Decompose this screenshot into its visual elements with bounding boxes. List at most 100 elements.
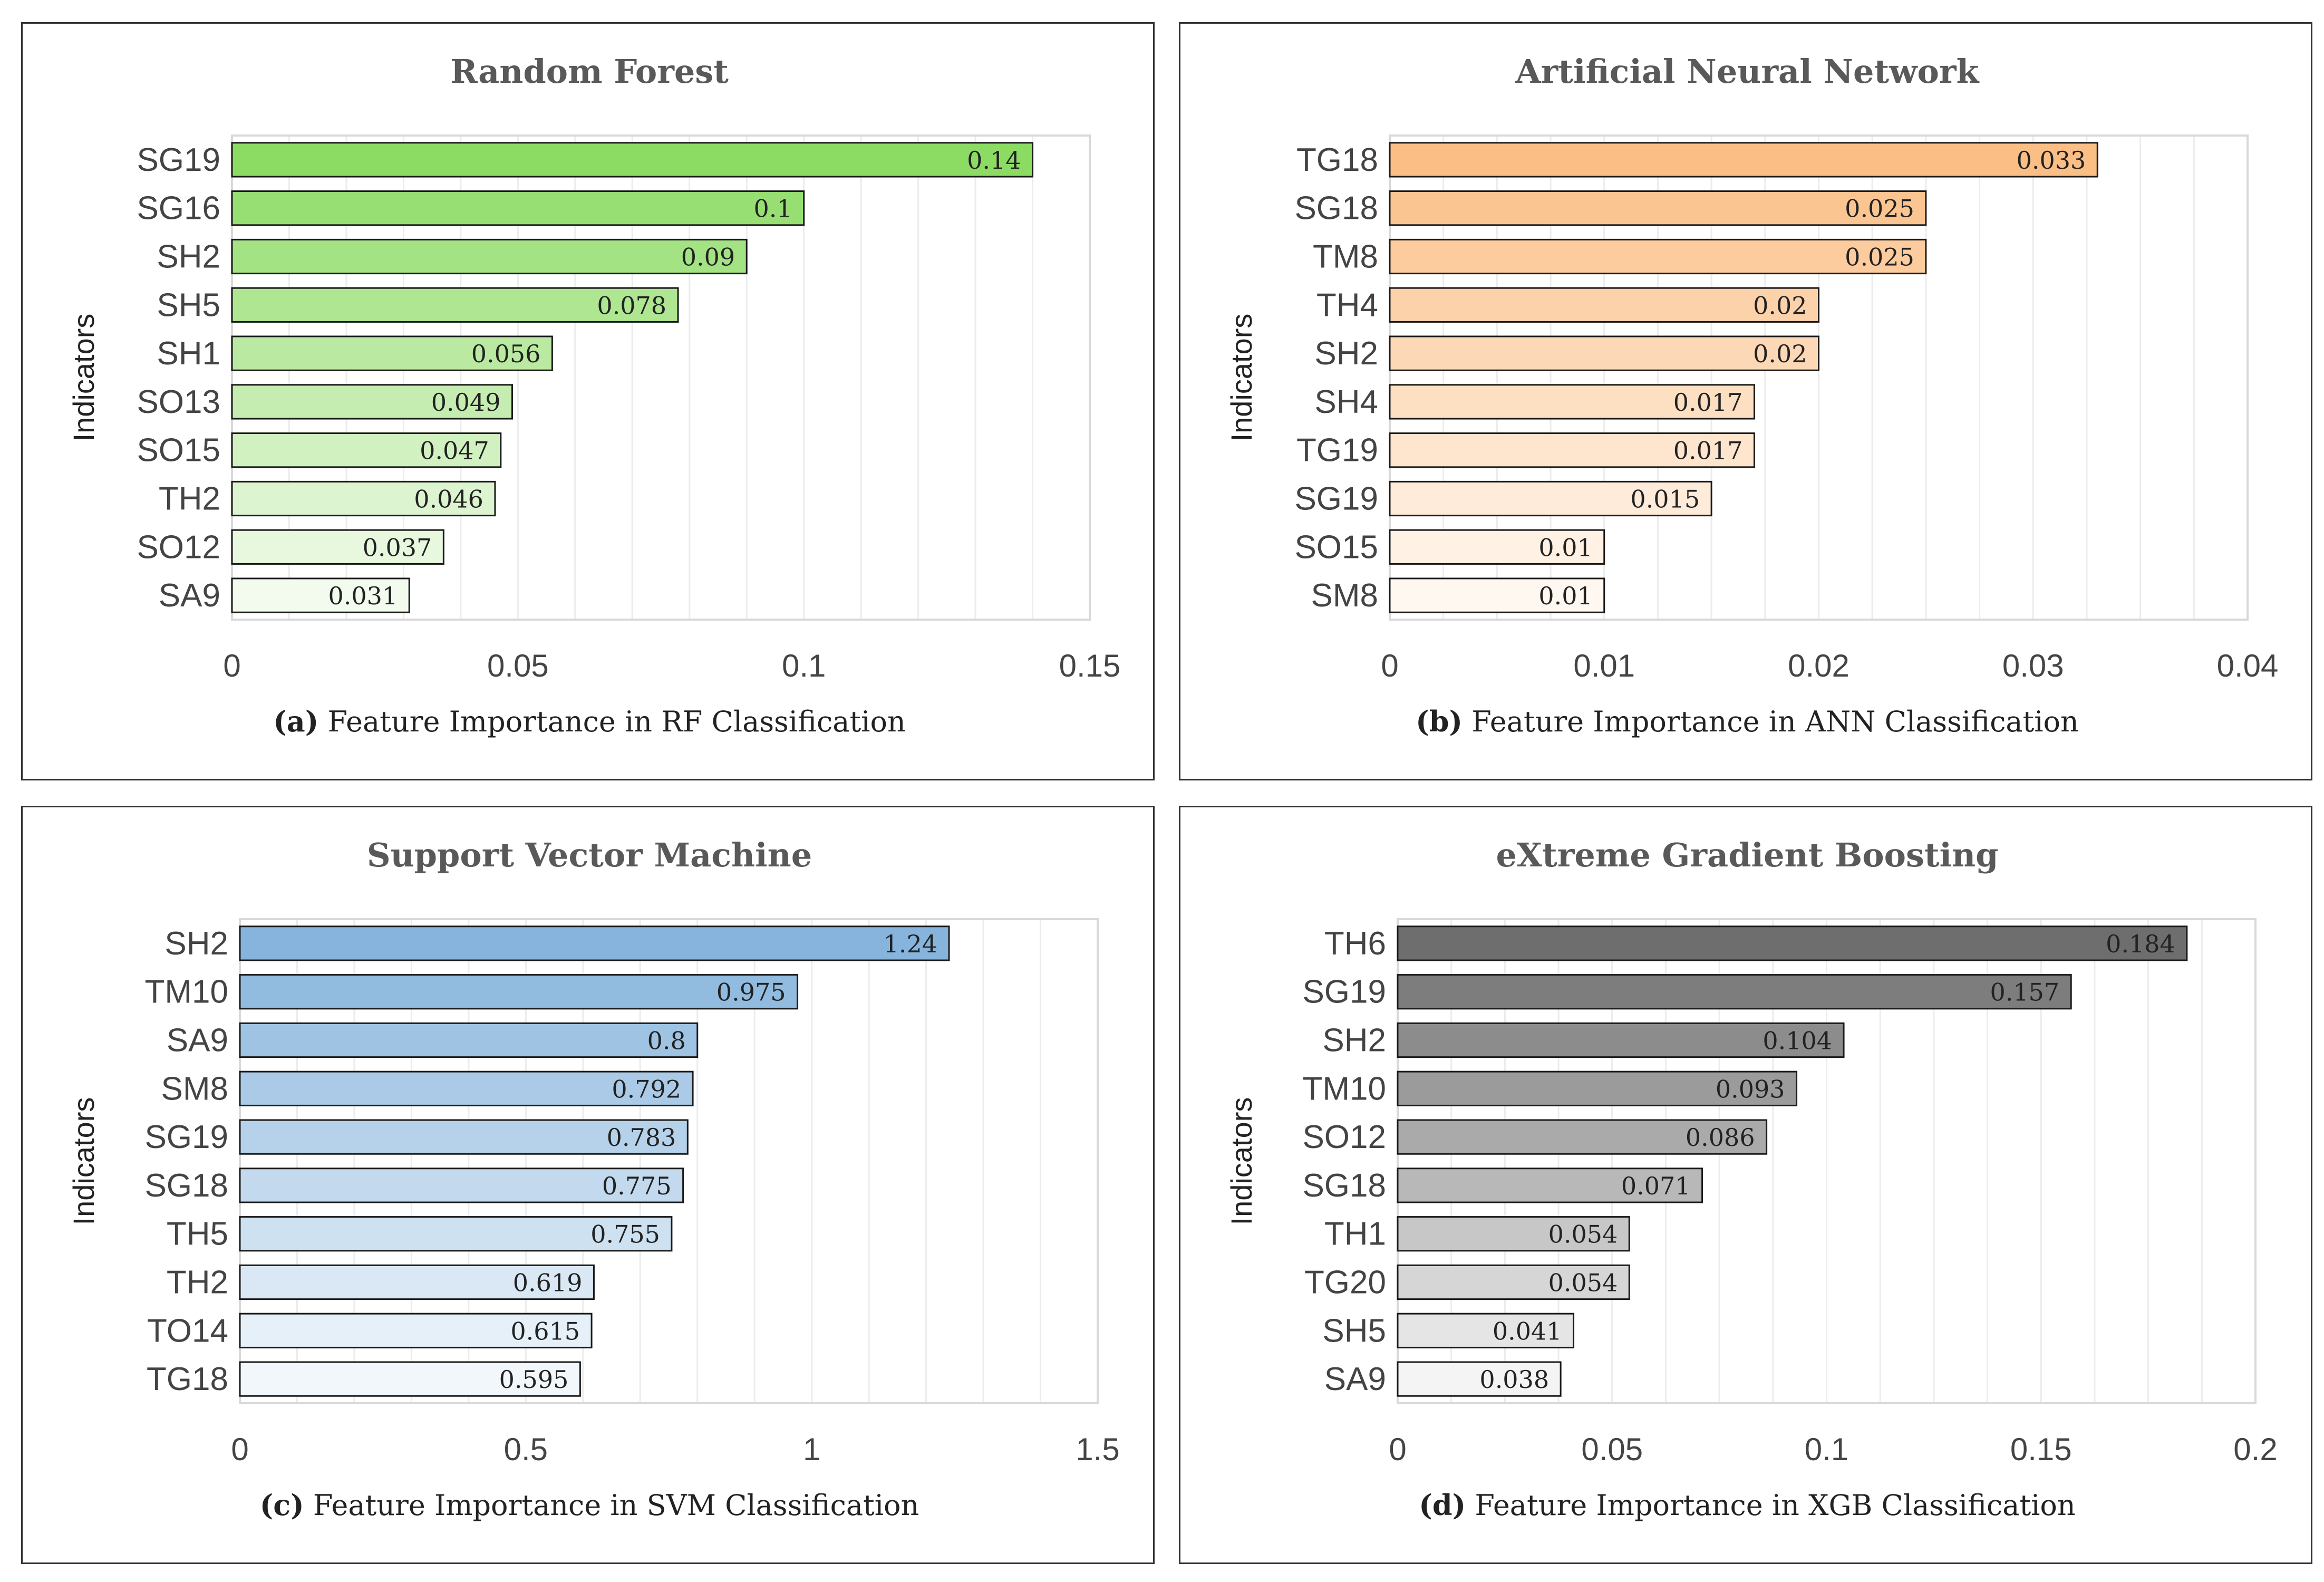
tick-label: 0.02 bbox=[1788, 648, 1849, 683]
value-label: 0.184 bbox=[2106, 930, 2175, 958]
category-label: SO12 bbox=[137, 529, 220, 565]
bar-th2 bbox=[239, 1264, 595, 1300]
bar-so13 bbox=[231, 384, 513, 420]
category-label: TO14 bbox=[147, 1313, 228, 1349]
caption-tag: (b) bbox=[1416, 705, 1463, 738]
tick-label: 0.1 bbox=[782, 648, 826, 683]
value-label: 0.792 bbox=[612, 1075, 681, 1103]
category-label: SH2 bbox=[1314, 335, 1378, 372]
value-labels: 0.14 0.1 0.09 0.078 0.056 0.049 0.047 0.046 0.03… bbox=[328, 146, 1021, 610]
plot-area bbox=[239, 918, 1099, 1404]
bar-sg19 bbox=[231, 142, 1034, 178]
bar-sh2 bbox=[231, 238, 748, 275]
chart-caption: (b) Feature Importance in ANN Classifica… bbox=[1416, 705, 2079, 738]
bar-sa9 bbox=[239, 1022, 699, 1058]
plot-area bbox=[1389, 134, 2249, 621]
value-label: 0.783 bbox=[607, 1123, 676, 1152]
value-label: 0.8 bbox=[647, 1027, 686, 1055]
tick-label: 0.03 bbox=[2002, 648, 2064, 683]
category-label: SG18 bbox=[1294, 190, 1378, 227]
chart-title: Artificial Neural Network bbox=[1515, 52, 1980, 91]
tick-label: 0.04 bbox=[2217, 648, 2279, 683]
category-label: SG16 bbox=[137, 190, 220, 227]
value-label: 0.157 bbox=[1990, 978, 2059, 1007]
bar-series bbox=[1389, 142, 2098, 613]
category-label: SH2 bbox=[1322, 1022, 1386, 1059]
category-label: SG19 bbox=[1302, 974, 1386, 1010]
chart-title: Support Vector Machine bbox=[367, 836, 812, 874]
bar-sg16 bbox=[231, 190, 805, 226]
y-axis-title: Indicators bbox=[67, 1097, 100, 1226]
category-labels: TH6 SG19 SH2 TM10 SO12 SG18 TH1 TG20 SH5 SA9 bbox=[1302, 925, 1386, 1397]
category-label: SH2 bbox=[157, 239, 220, 275]
bar-tm10 bbox=[239, 974, 799, 1010]
value-label: 0.047 bbox=[420, 437, 489, 465]
chart-title: Random Forest bbox=[450, 52, 729, 91]
chart-panel-extreme-gradient-boosting: eXtreme Gradient Boosting 0.184 0.157 0.1 0… bbox=[1179, 806, 2312, 1564]
category-label: TH4 bbox=[1316, 287, 1378, 323]
value-label: 0.017 bbox=[1673, 388, 1743, 417]
x-axis-tick-labels: 0 0.01 0.02 0.03 0.04 bbox=[1381, 648, 2278, 683]
value-label: 0.025 bbox=[1845, 195, 1914, 223]
bar-th2 bbox=[231, 480, 496, 517]
value-label: 0.031 bbox=[328, 582, 398, 610]
value-label: 0.049 bbox=[431, 388, 501, 417]
category-label: TM10 bbox=[145, 974, 228, 1010]
category-label: TH2 bbox=[167, 1265, 228, 1301]
category-label: SG18 bbox=[1302, 1168, 1386, 1204]
category-label: SG19 bbox=[144, 1119, 228, 1155]
tick-label: 0.15 bbox=[2010, 1432, 2072, 1467]
value-label: 0.025 bbox=[1845, 243, 1914, 272]
tick-label: 0.2 bbox=[2233, 1432, 2277, 1467]
bar-to14 bbox=[239, 1313, 593, 1348]
bar-sh5 bbox=[1397, 1313, 1575, 1348]
category-label: SA9 bbox=[159, 577, 220, 614]
chart-panel-random-forest: Random Forest 0.14 0.1 0.09 0.078 0.056 0.049… bbox=[21, 22, 1155, 780]
value-label: 0.093 bbox=[1716, 1075, 1785, 1103]
bar-th1 bbox=[1397, 1216, 1630, 1252]
bar-tm8 bbox=[1389, 238, 1927, 275]
value-label: 0.02 bbox=[1753, 291, 1807, 320]
y-axis-title: Indicators bbox=[1225, 314, 1258, 442]
tick-label: 0.1 bbox=[1805, 1432, 1848, 1467]
category-label: TM10 bbox=[1303, 1070, 1386, 1107]
category-label: SG18 bbox=[144, 1168, 228, 1204]
chart-svg: Random Forest 0.14 0.1 0.09 0.078 0.056 0.049… bbox=[67, 52, 1120, 738]
caption-text: Feature Importance in RF Classification bbox=[318, 705, 905, 738]
chart-title: eXtreme Gradient Boosting bbox=[1496, 836, 1998, 874]
bar-tg18 bbox=[239, 1361, 581, 1397]
value-label: 0.01 bbox=[1538, 533, 1592, 562]
caption-text: Feature Importance in XGB Classification bbox=[1466, 1489, 2076, 1522]
value-labels: 0.033 0.025 0.025 0.02 0.02 0.017 0.017 0.015 0.… bbox=[1538, 146, 2086, 610]
value-label: 0.01 bbox=[1538, 582, 1592, 610]
category-label: SO15 bbox=[137, 432, 220, 469]
bar-sg19 bbox=[1397, 974, 2072, 1010]
bar-th5 bbox=[239, 1216, 673, 1252]
x-axis-tick-labels: 0 0.05 0.1 0.15 bbox=[223, 648, 1120, 683]
value-label: 0.017 bbox=[1673, 437, 1743, 465]
value-label: 0.054 bbox=[1548, 1220, 1618, 1249]
chart-panel-artificial-neural-network: Artificial Neural Network 0.033 0.025 0.02… bbox=[1179, 22, 2312, 780]
caption-text: Feature Importance in SVM Classification bbox=[304, 1489, 919, 1522]
bar-sg18 bbox=[239, 1168, 684, 1203]
value-label: 0.086 bbox=[1686, 1123, 1755, 1152]
tick-label: 0.15 bbox=[1059, 648, 1121, 683]
value-label: 1.24 bbox=[884, 930, 937, 958]
bar-th4 bbox=[1389, 287, 1819, 323]
bar-tg20 bbox=[1397, 1264, 1630, 1300]
bar-sg19 bbox=[1389, 480, 1712, 517]
category-label: SG19 bbox=[137, 142, 220, 178]
bar-sm8 bbox=[1389, 577, 1605, 613]
bar-sh2 bbox=[1389, 335, 1819, 371]
bar-sh2 bbox=[1397, 1022, 1845, 1058]
category-label: SH5 bbox=[1322, 1313, 1386, 1349]
bar-so15 bbox=[1389, 529, 1605, 565]
bar-tm10 bbox=[1397, 1070, 1798, 1106]
chart-caption: (d) Feature Importance in XGB Classifica… bbox=[1419, 1488, 2075, 1522]
value-label: 0.033 bbox=[2017, 146, 2086, 175]
tick-label: 0 bbox=[223, 648, 240, 683]
bar-tg18 bbox=[1389, 142, 2098, 178]
chart-caption: (c) Feature Importance in SVM Classifica… bbox=[260, 1488, 919, 1522]
value-label: 0.755 bbox=[590, 1220, 660, 1249]
category-labels: TG18 SG18 TM8 TH4 SH2 SH4 TG19 SG19 SO15 SM8 bbox=[1294, 142, 1378, 614]
